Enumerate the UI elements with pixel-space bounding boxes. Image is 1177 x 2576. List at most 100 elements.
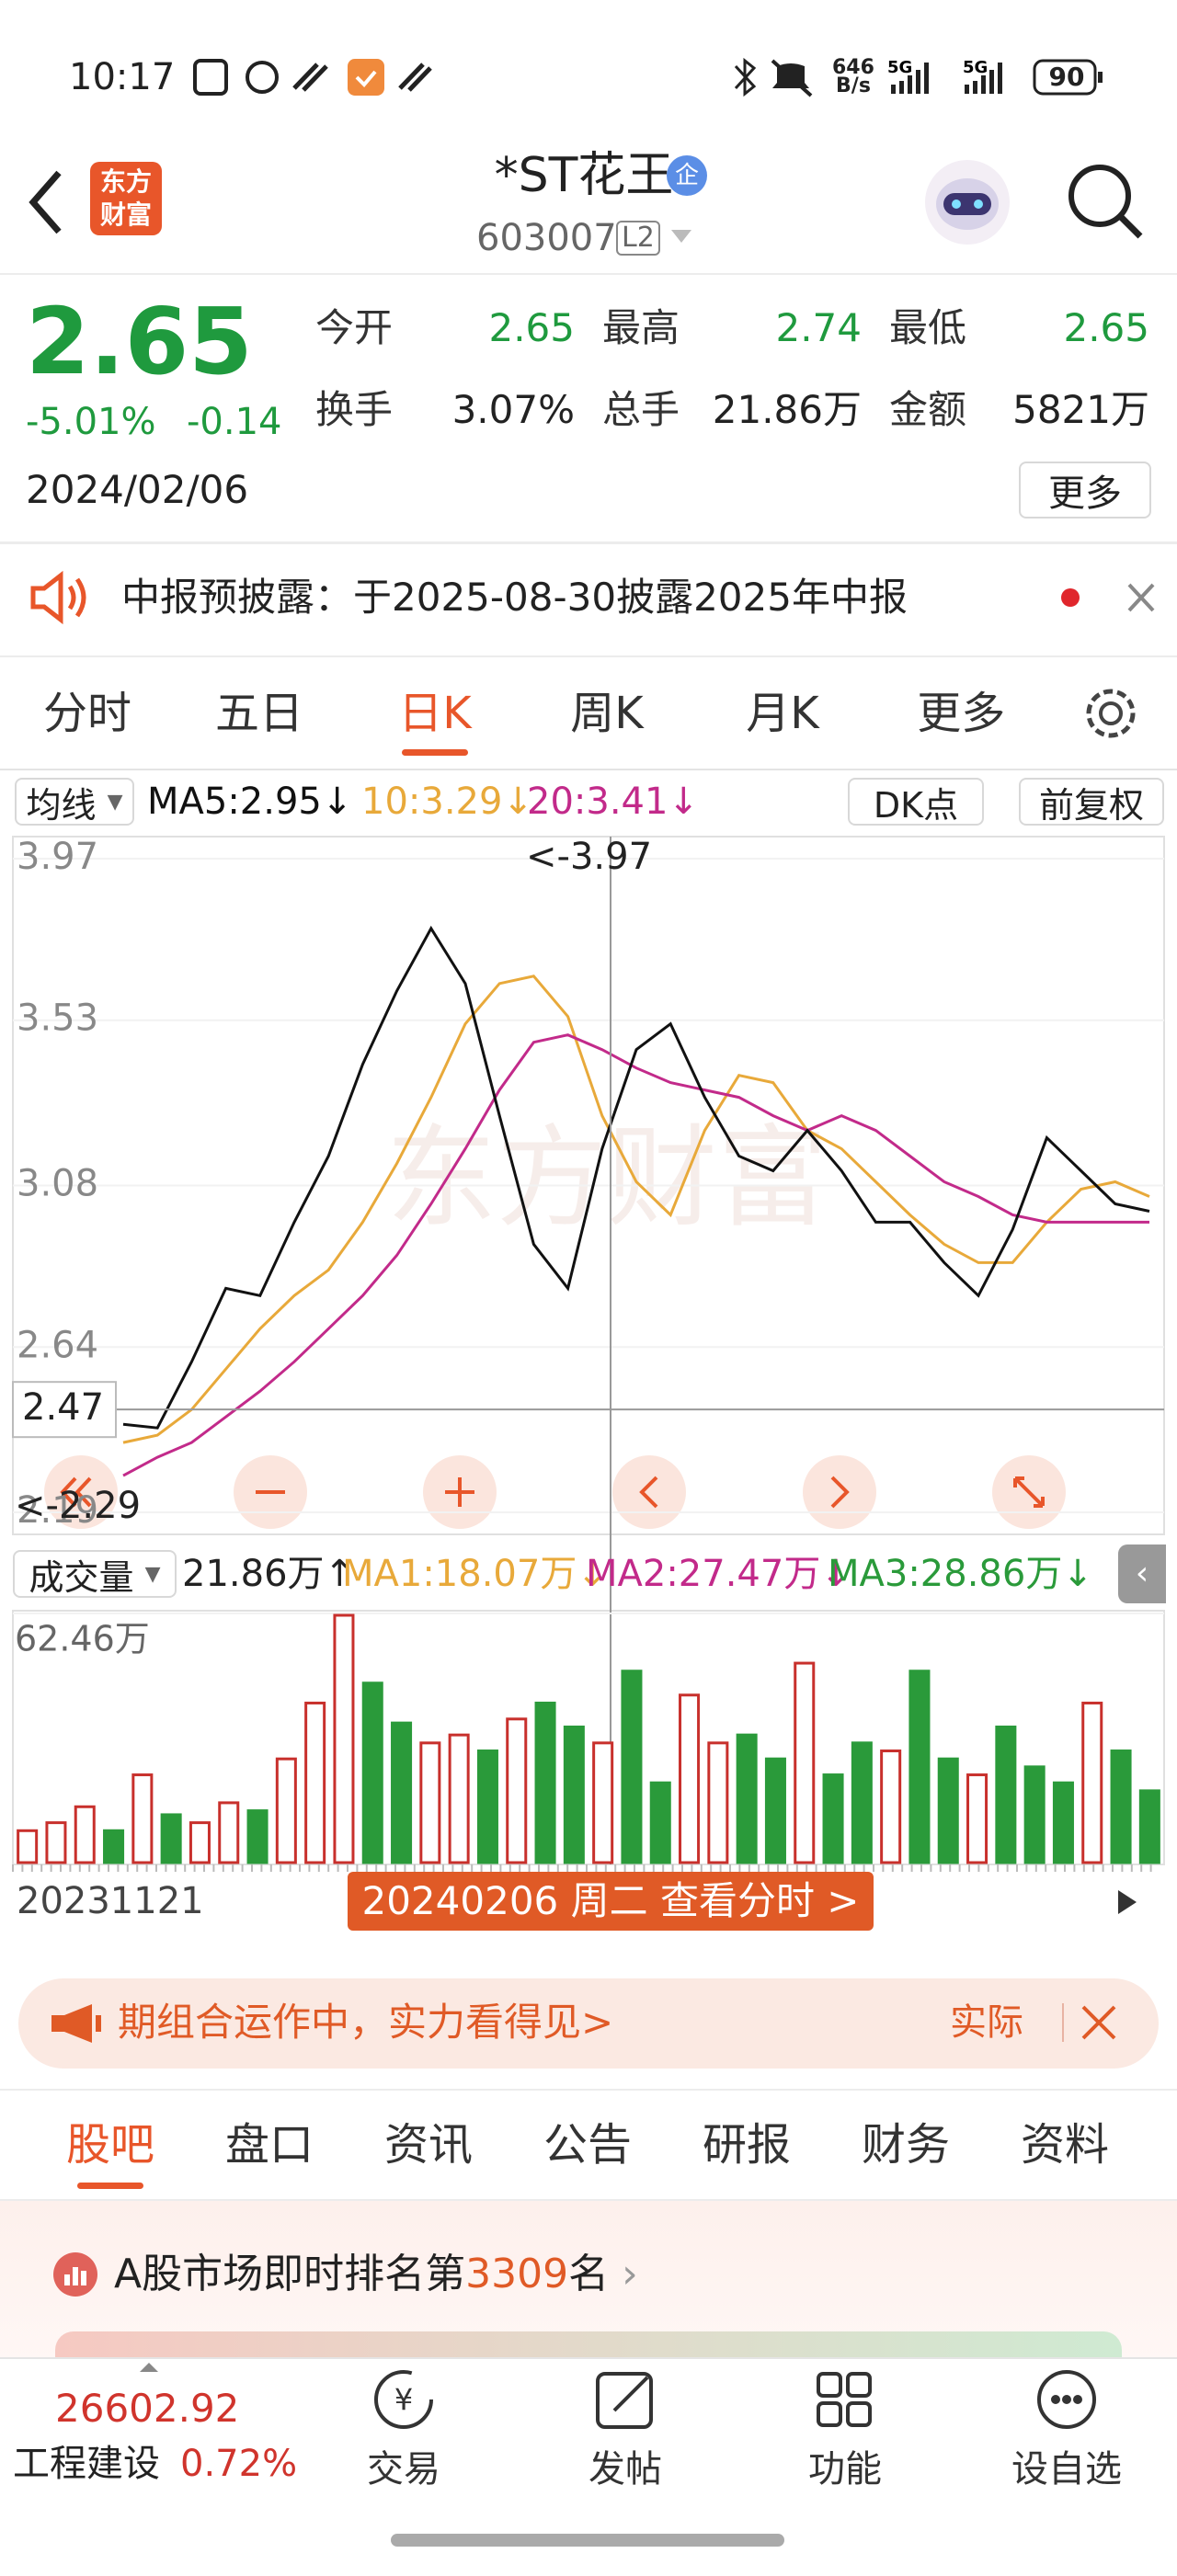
volume-bar	[246, 1809, 269, 1864]
volume-tick-label: 62.46万	[15, 1619, 150, 1659]
divider	[0, 769, 1177, 770]
content-tab[interactable]: 资讯	[383, 2119, 474, 2171]
change: -0.14	[187, 401, 282, 443]
promo-banner[interactable]	[18, 1978, 1159, 2069]
collapse-tab[interactable]: ‹	[1118, 1544, 1166, 1603]
volume-bar	[1081, 1701, 1103, 1864]
rank-text[interactable]: A股市场即时排名第3309名 ›	[114, 2251, 638, 2297]
min-label: <-2.29	[15, 1485, 141, 1527]
sector-pct[interactable]: 0.72%	[180, 2443, 298, 2485]
rank-prefix: A股市场即时排名第	[114, 2251, 466, 2297]
y-tick-label: 3.08	[17, 1163, 98, 1205]
y-tick-label: 2.64	[17, 1324, 98, 1366]
volume-bar	[361, 1681, 383, 1864]
nav-label[interactable]: 设自选	[1011, 2448, 1122, 2491]
rank-suffix: 名	[568, 2251, 610, 2297]
y-tick-label: 3.53	[17, 997, 98, 1040]
stat-value: 2.65	[1063, 305, 1149, 350]
volume-bar	[707, 1741, 729, 1864]
ma-line	[122, 925, 1150, 1430]
volume-bar	[880, 1750, 902, 1864]
status-time: 10:17	[69, 56, 176, 98]
stat-label: 今开	[315, 305, 394, 350]
app-logo[interactable]: 东方财富	[90, 162, 162, 235]
chart-controls[interactable]	[44, 1455, 1066, 1529]
volume-bar	[160, 1813, 182, 1864]
volume-selector[interactable]: 成交量 ▼	[13, 1550, 177, 1598]
stat-value: 3.07%	[451, 387, 575, 432]
dropdown-arrow[interactable]	[669, 228, 693, 246]
speaker-icon	[30, 570, 86, 625]
volume-bar	[736, 1733, 758, 1864]
volume-selector-label: 成交量	[29, 1556, 134, 1598]
ma20-legend: 20:3.41↓	[527, 781, 699, 823]
content-tab[interactable]: 资料	[1020, 2119, 1110, 2171]
volume-selector-arrow: ▼	[144, 1562, 161, 1586]
y-tick-label: 3.97	[17, 836, 98, 878]
ma-line	[122, 975, 1150, 1444]
nav-label[interactable]: 交易	[367, 2448, 440, 2491]
svg-text:5G: 5G	[963, 58, 988, 77]
volume-bar	[1052, 1781, 1074, 1864]
chart-control-icons	[60, 1476, 1045, 1509]
search-button[interactable]	[1065, 161, 1144, 240]
chart-tab[interactable]: 日K	[398, 688, 472, 739]
robot-avatar[interactable]	[920, 156, 1015, 248]
content-tab[interactable]: 盘口	[224, 2119, 314, 2171]
dk-button[interactable]: DK点	[848, 778, 984, 826]
stock-title: *ST花王	[494, 148, 674, 203]
banner-text[interactable]: 期组合运作中，实力看得见>	[118, 2000, 614, 2045]
svg-text:¥: ¥	[394, 2382, 413, 2417]
change-pct: -5.01%	[26, 401, 156, 443]
divider	[0, 655, 1177, 657]
date-tooltip[interactable]: 20240206 周二 查看分时 >	[348, 1872, 874, 1931]
volume-bar	[17, 1829, 39, 1864]
notice-text[interactable]: 中报预披露：于2025-08-30披露2025年中报	[121, 575, 908, 620]
content-tab[interactable]: 研报	[702, 2119, 792, 2171]
net-speed-value: 646	[832, 56, 874, 79]
volume-bar	[621, 1670, 643, 1864]
chart-tab[interactable]: 周K	[570, 688, 644, 739]
chart-tab[interactable]: 更多	[917, 688, 1006, 739]
level-badge: L2	[616, 221, 660, 256]
volume-bar	[794, 1661, 816, 1864]
status-icons	[193, 59, 432, 96]
chart-tab[interactable]: 月K	[746, 688, 819, 739]
nav-label[interactable]: 功能	[808, 2448, 882, 2491]
ma-selector[interactable]: 均线 ▼	[15, 778, 134, 826]
stat-value: 2.74	[775, 305, 862, 350]
volume-bar	[563, 1725, 585, 1864]
adjust-button[interactable]: 前复权	[1019, 778, 1164, 826]
settings-button[interactable]	[1082, 685, 1139, 742]
scroll-right[interactable]	[1113, 1888, 1140, 1916]
home-indicator	[391, 2534, 784, 2547]
banner-side[interactable]: 实际	[950, 2001, 1023, 2044]
stat-label: 总手	[602, 387, 680, 432]
content-tab[interactable]: 公告	[543, 2119, 633, 2171]
start-date: 20231121	[17, 1880, 204, 1922]
volume-bar	[764, 1757, 786, 1864]
nav-label[interactable]: 发帖	[588, 2448, 662, 2491]
volume-bar	[649, 1781, 671, 1864]
chart-tab[interactable]: 分时	[42, 688, 132, 739]
volume-bar	[822, 1773, 844, 1864]
vol-ma3-legend: MA3:28.86万↓	[828, 1553, 1093, 1595]
notice-controls[interactable]	[1057, 579, 1159, 616]
volume-bar	[1023, 1765, 1046, 1864]
volume-bar	[679, 1693, 701, 1864]
back-button[interactable]	[26, 167, 66, 237]
battery-level: 90	[1048, 62, 1085, 92]
index-value[interactable]: 26602.92	[55, 2386, 240, 2431]
content-tab[interactable]: 财务	[861, 2119, 951, 2171]
banner-close[interactable]	[1057, 2000, 1131, 2046]
volume-bar	[275, 1757, 297, 1864]
sector-name[interactable]: 工程建设	[13, 2443, 160, 2485]
content-tab[interactable]: 股吧	[65, 2119, 155, 2171]
max-label: <-3.97	[526, 836, 652, 878]
chart-tab[interactable]: 五日	[214, 688, 304, 739]
stat-label: 最低	[889, 305, 967, 350]
tab-underline	[77, 2183, 143, 2189]
volume-bar	[333, 1613, 355, 1864]
more-button[interactable]: 更多	[1019, 462, 1151, 519]
